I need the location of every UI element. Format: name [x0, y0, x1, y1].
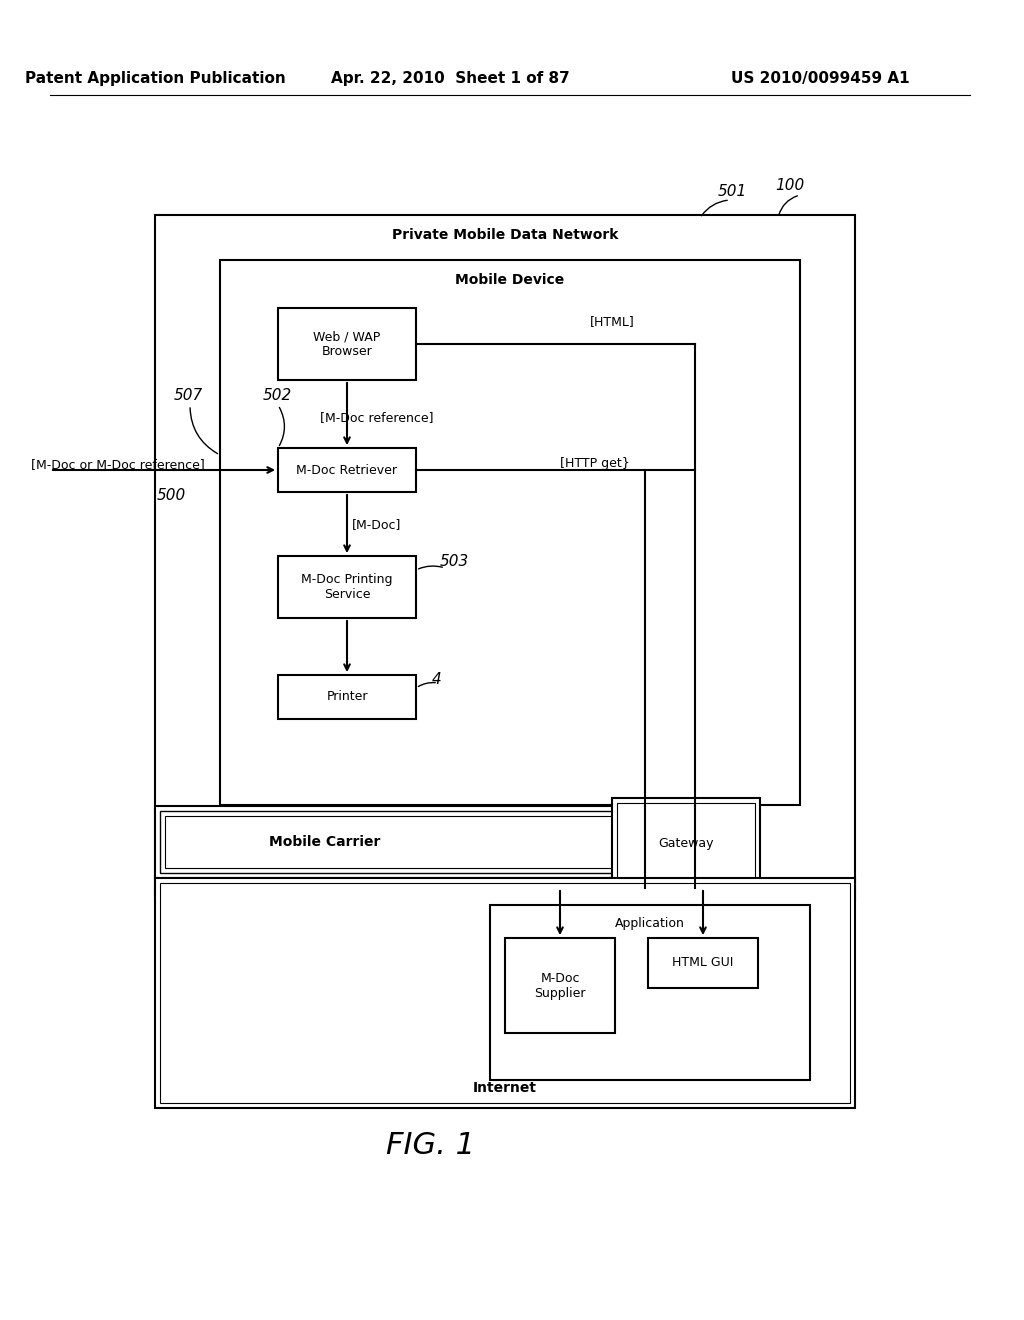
Bar [278, 447, 416, 492]
Text: [HTML]: [HTML] [590, 315, 635, 329]
Text: [HTTP get}: [HTTP get} [560, 457, 630, 470]
Text: HTML GUI: HTML GUI [673, 957, 733, 969]
Text: M-Doc Printing
Service: M-Doc Printing Service [301, 573, 393, 601]
Text: Apr. 22, 2010  Sheet 1 of 87: Apr. 22, 2010 Sheet 1 of 87 [331, 70, 569, 86]
Text: [M-Doc or M-Doc reference]: [M-Doc or M-Doc reference] [31, 458, 205, 471]
Text: 502: 502 [263, 388, 292, 403]
Text: Mobile Carrier: Mobile Carrier [269, 836, 381, 849]
Bar [648, 939, 758, 987]
Bar [155, 878, 855, 1107]
Text: M-Doc
Supplier: M-Doc Supplier [535, 972, 586, 999]
Text: Private Mobile Data Network: Private Mobile Data Network [392, 228, 618, 242]
Text: Printer: Printer [327, 690, 368, 704]
Bar [617, 803, 755, 883]
Bar [160, 883, 850, 1104]
Text: 100: 100 [775, 177, 804, 193]
Bar [278, 675, 416, 719]
Text: FIG. 1: FIG. 1 [385, 1130, 474, 1159]
Text: 501: 501 [718, 185, 748, 199]
Bar [155, 807, 665, 878]
Text: 507: 507 [174, 388, 203, 403]
Text: 503: 503 [440, 554, 469, 569]
Text: [M-Doc]: [M-Doc] [352, 519, 401, 532]
Text: Mobile Device: Mobile Device [456, 273, 564, 286]
Text: Gateway: Gateway [658, 837, 714, 850]
Text: Web / WAP
Browser: Web / WAP Browser [313, 330, 381, 358]
Bar [160, 810, 660, 873]
Text: M-Doc Retriever: M-Doc Retriever [297, 463, 397, 477]
Bar [155, 215, 855, 900]
Text: Patent Application Publication: Patent Application Publication [25, 70, 286, 86]
Text: Internet: Internet [473, 1081, 537, 1096]
Text: US 2010/0099459 A1: US 2010/0099459 A1 [731, 70, 909, 86]
Bar [278, 308, 416, 380]
Bar [612, 799, 760, 888]
Text: 500: 500 [157, 487, 186, 503]
Bar [505, 939, 615, 1034]
Text: [M-Doc reference]: [M-Doc reference] [321, 412, 434, 425]
Bar [490, 906, 810, 1080]
Bar [220, 260, 800, 805]
Bar [165, 816, 655, 869]
Text: Application: Application [615, 916, 685, 929]
Text: 4: 4 [432, 672, 441, 688]
Bar [278, 556, 416, 618]
